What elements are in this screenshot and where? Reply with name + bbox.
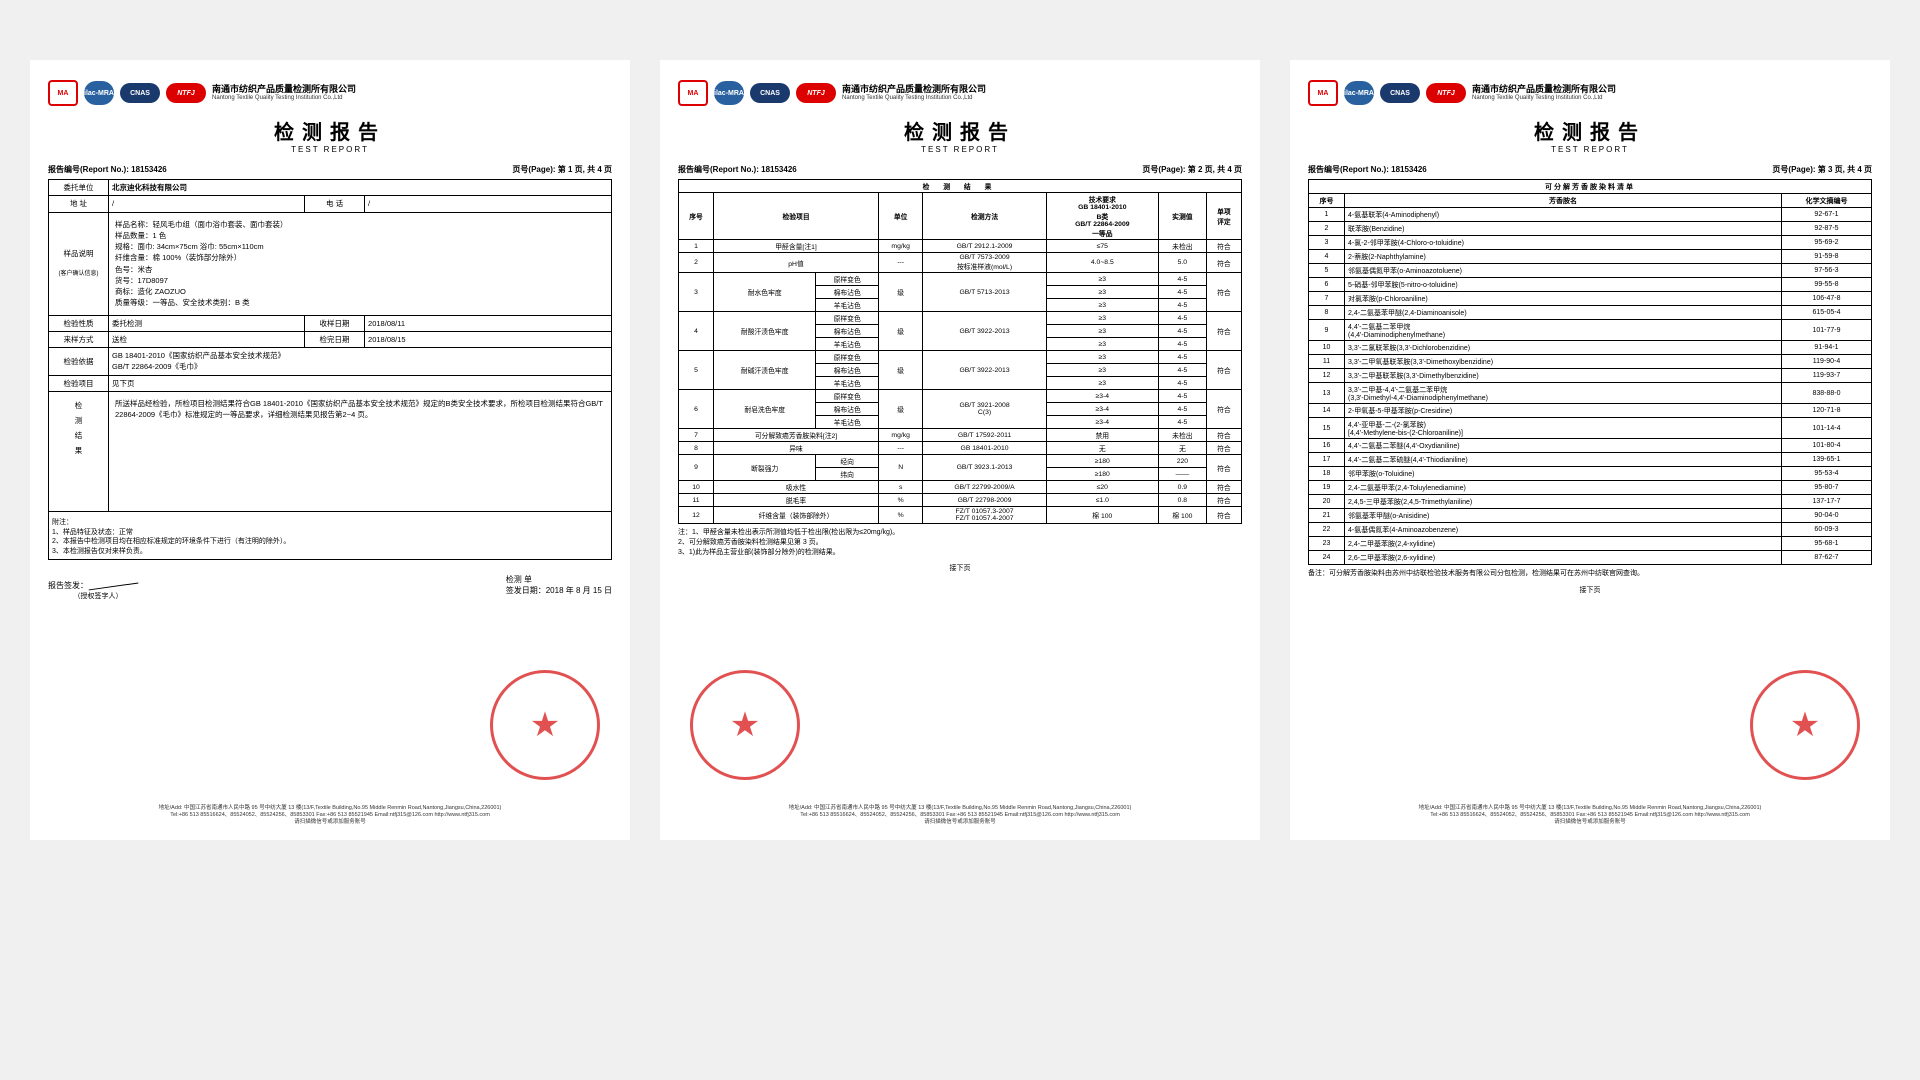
page-footer: 地址/Add: 中国江苏省南通市人民中路 95 号中纺大厦 13 楼(13/F,…	[48, 805, 612, 826]
company-name: 南通市纺织产品质量检测所有限公司 Nantong Textile Quality…	[212, 84, 356, 102]
logo-ntfj: NTFJ	[796, 83, 836, 103]
logo-cnas: CNAS	[750, 83, 790, 103]
logo-ntfj: NTFJ	[1426, 83, 1466, 103]
logo-ma: MA	[678, 80, 708, 106]
logo-ma: MA	[48, 80, 78, 106]
report-page-2: MA ilac-MRA CNAS NTFJ 南通市纺织产品质量检测所有限公司Na…	[660, 60, 1260, 840]
report-page-3: MA ilac-MRA CNAS NTFJ 南通市纺织产品质量检测所有限公司Na…	[1290, 60, 1890, 840]
logo-cnas: CNAS	[1380, 83, 1420, 103]
logo-ilac: ilac-MRA	[84, 81, 114, 105]
logo-ilac: ilac-MRA	[1344, 81, 1374, 105]
stamp-icon: ★	[490, 670, 600, 780]
p2-results-table: 检 测 结 果 序号检验项目单位检测方法技术要求 GB 18401-2010 B…	[678, 179, 1242, 524]
stamp-icon: ★	[690, 670, 800, 780]
logo-cnas: CNAS	[120, 83, 160, 103]
header-logos: MA ilac-MRA CNAS NTFJ 南通市纺织产品质量检测所有限公司 N…	[48, 80, 612, 106]
signature-row: 报告签发： （授权签字人） 检测 单 签发日期：2018 年 8 月 15 日	[48, 574, 612, 601]
logo-ma: MA	[1308, 80, 1338, 106]
report-page-1: MA ilac-MRA CNAS NTFJ 南通市纺织产品质量检测所有限公司 N…	[30, 60, 630, 840]
signature-icon	[88, 574, 148, 588]
logo-ilac: ilac-MRA	[714, 81, 744, 105]
p3-amines-table: 可分解芳香胺染料清单 序号芳香胺名化学文摘编号 14-氨基联苯(4-Aminod…	[1308, 179, 1872, 565]
stamp-icon: ★	[1750, 670, 1860, 780]
logo-ntfj: NTFJ	[166, 83, 206, 103]
report-title: 检测报告 TEST REPORT	[48, 116, 612, 154]
p1-info-table: 委托单位北京迪化科技有限公司 地 址/电 话/ 样品说明(客户确认信息) 样品名…	[48, 179, 612, 560]
